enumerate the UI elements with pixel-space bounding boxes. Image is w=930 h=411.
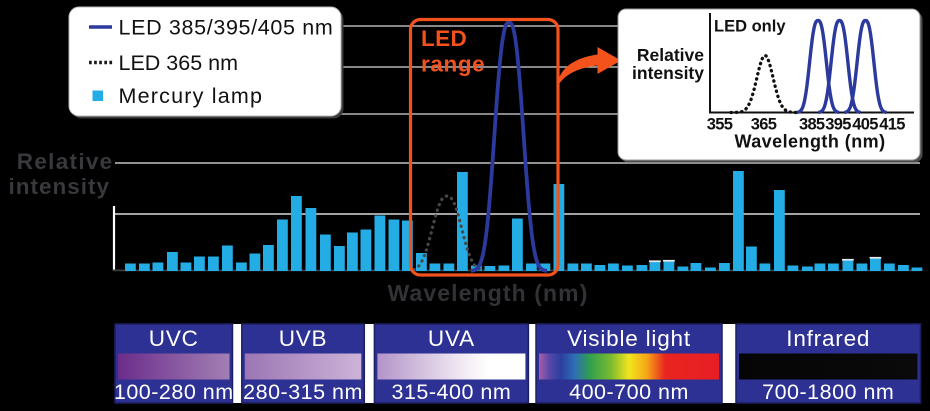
svg-text:385: 385 bbox=[799, 116, 825, 134]
svg-text:range: range bbox=[421, 52, 485, 77]
svg-text:280-315 nm: 280-315 nm bbox=[243, 380, 363, 404]
svg-text:intensity: intensity bbox=[8, 174, 110, 199]
svg-text:405: 405 bbox=[852, 116, 878, 134]
svg-text:LED 385/395/405 nm: LED 385/395/405 nm bbox=[119, 16, 334, 40]
svg-text:Wavelength (nm): Wavelength (nm) bbox=[734, 132, 885, 152]
svg-text:700-1800 nm: 700-1800 nm bbox=[762, 380, 894, 404]
svg-text:UVB: UVB bbox=[279, 326, 328, 351]
svg-text:LED only: LED only bbox=[714, 18, 786, 36]
svg-text:UVC: UVC bbox=[149, 326, 199, 351]
svg-text:Mercury lamp: Mercury lamp bbox=[119, 84, 264, 108]
svg-text:Relative: Relative bbox=[637, 45, 704, 65]
svg-text:395: 395 bbox=[825, 116, 851, 134]
svg-text:100-280 nm: 100-280 nm bbox=[114, 380, 234, 404]
svg-text:LED: LED bbox=[421, 26, 467, 51]
svg-text:UVA: UVA bbox=[428, 326, 475, 351]
svg-text:400-700 nm: 400-700 nm bbox=[569, 380, 689, 404]
svg-text:315-400 nm: 315-400 nm bbox=[392, 380, 512, 404]
svg-text:Visible light: Visible light bbox=[567, 326, 691, 351]
svg-text:Wavelength (nm): Wavelength (nm) bbox=[388, 280, 589, 306]
svg-text:355: 355 bbox=[707, 116, 733, 134]
svg-text:Infrared: Infrared bbox=[786, 326, 870, 351]
svg-text:415: 415 bbox=[879, 116, 905, 134]
svg-text:LED 365 nm: LED 365 nm bbox=[119, 51, 239, 75]
svg-text:intensity: intensity bbox=[632, 63, 704, 83]
svg-text:365: 365 bbox=[751, 116, 777, 134]
svg-text:Relative: Relative bbox=[17, 149, 114, 174]
